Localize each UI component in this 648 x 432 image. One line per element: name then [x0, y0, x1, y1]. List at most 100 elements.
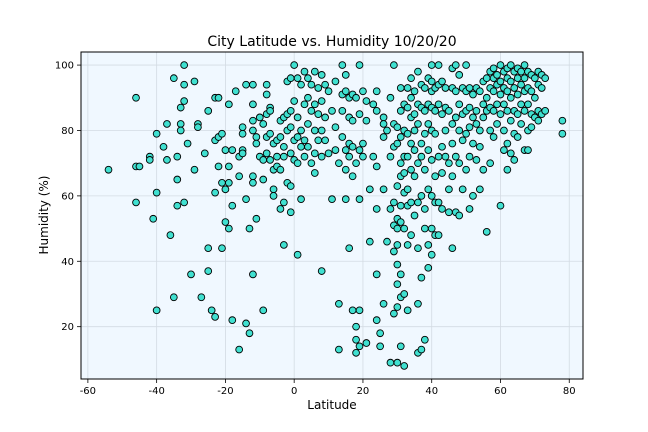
data-point	[424, 263, 433, 272]
data-point	[262, 80, 271, 89]
data-point	[180, 61, 189, 69]
data-point	[482, 93, 491, 102]
data-point	[372, 87, 381, 96]
data-point	[520, 74, 529, 83]
data-point	[214, 162, 223, 171]
data-point	[297, 126, 305, 135]
data-point	[372, 270, 381, 279]
data-point	[269, 192, 278, 200]
data-point	[510, 84, 519, 92]
data-point	[427, 61, 436, 69]
data-point	[445, 208, 453, 217]
data-point	[317, 126, 326, 135]
data-point	[383, 237, 391, 246]
data-point	[355, 61, 364, 69]
data-point	[379, 299, 388, 308]
data-point	[228, 201, 237, 210]
data-point	[469, 139, 477, 148]
data-point	[472, 120, 481, 128]
data-point	[517, 100, 525, 109]
data-point	[493, 100, 501, 109]
data-point	[469, 113, 477, 122]
data-point	[520, 107, 529, 115]
data-point	[286, 182, 295, 190]
data-point	[479, 100, 488, 109]
data-point	[355, 146, 364, 154]
data-point	[152, 129, 161, 138]
data-point	[403, 129, 412, 138]
data-point	[194, 123, 202, 132]
data-point	[500, 100, 508, 109]
data-point	[510, 156, 519, 164]
data-point	[513, 133, 522, 141]
x-tick-label: 60	[494, 386, 507, 397]
data-point	[534, 116, 543, 125]
data-point	[231, 87, 240, 96]
data-point	[434, 231, 443, 239]
data-point	[489, 87, 498, 96]
data-point	[431, 172, 440, 181]
data-point	[500, 126, 508, 135]
data-point	[475, 185, 484, 194]
data-point	[276, 133, 285, 141]
data-point	[493, 71, 501, 79]
data-point	[280, 241, 288, 249]
data-point	[362, 97, 371, 105]
data-point	[355, 342, 364, 351]
data-point	[132, 198, 140, 207]
data-point	[273, 152, 281, 161]
data-point	[448, 139, 457, 148]
data-point	[218, 129, 226, 138]
data-point	[166, 231, 175, 239]
data-point	[427, 156, 436, 164]
data-point	[169, 74, 178, 83]
data-point	[417, 192, 426, 200]
data-point	[445, 159, 453, 168]
data-point	[427, 192, 436, 200]
data-point	[176, 120, 185, 128]
data-point	[420, 129, 429, 138]
data-point	[307, 80, 316, 89]
data-point	[503, 165, 512, 174]
data-point	[324, 149, 333, 158]
data-point	[341, 146, 350, 154]
data-point	[513, 90, 522, 99]
data-point	[372, 316, 381, 324]
data-point	[390, 309, 398, 318]
data-point	[393, 241, 402, 249]
data-point	[506, 116, 515, 125]
data-point	[335, 159, 343, 168]
data-point	[407, 198, 415, 207]
data-point	[249, 126, 257, 135]
data-point	[417, 273, 426, 282]
data-point	[403, 306, 412, 315]
data-point	[486, 159, 495, 168]
data-point	[293, 113, 302, 122]
data-point	[249, 80, 257, 89]
data-point	[417, 152, 426, 161]
data-point	[352, 93, 360, 102]
data-point	[221, 218, 230, 226]
data-point	[396, 159, 405, 168]
data-point	[218, 244, 226, 253]
data-point	[252, 214, 261, 223]
y-tick-label: 40	[61, 257, 74, 268]
data-point	[317, 267, 326, 275]
data-point	[472, 107, 481, 115]
data-point	[410, 211, 419, 220]
data-point	[310, 67, 319, 76]
data-point	[376, 329, 384, 338]
data-point	[386, 93, 395, 102]
data-point	[527, 123, 536, 132]
data-point	[310, 149, 319, 158]
data-point	[531, 93, 539, 102]
data-point	[407, 93, 415, 102]
data-point	[410, 172, 419, 181]
data-point	[489, 133, 498, 141]
data-point	[317, 97, 326, 105]
data-point	[152, 188, 161, 197]
data-point	[328, 195, 336, 204]
data-point	[558, 129, 567, 138]
data-point	[290, 61, 299, 69]
data-point	[465, 152, 474, 161]
